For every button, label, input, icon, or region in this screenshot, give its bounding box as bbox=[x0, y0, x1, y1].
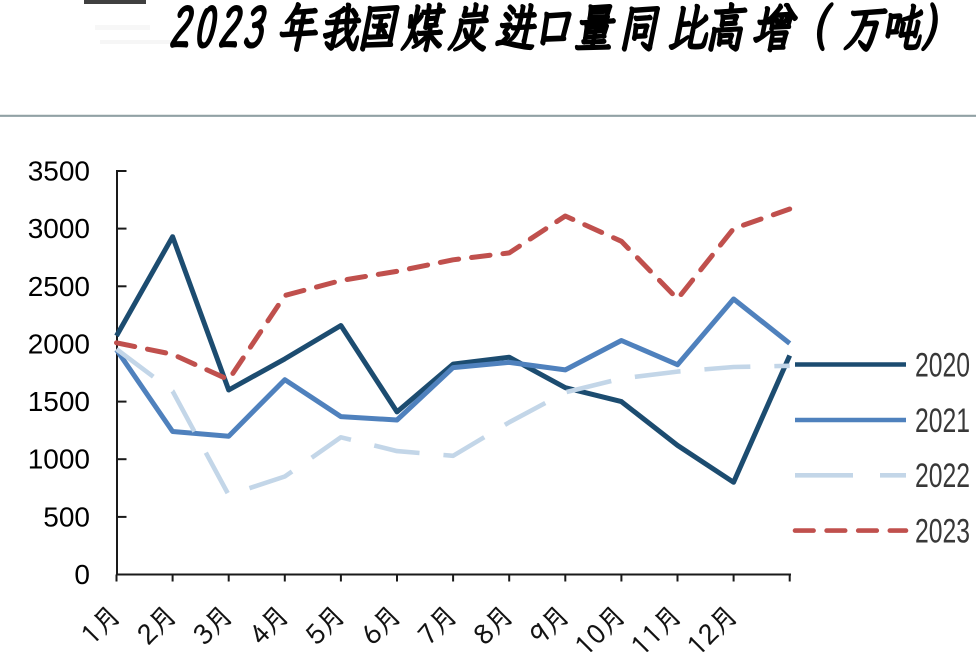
svg-text:3000: 3000 bbox=[28, 213, 90, 244]
svg-text:2500: 2500 bbox=[28, 271, 90, 302]
svg-text:1000: 1000 bbox=[28, 444, 90, 475]
svg-text:1500: 1500 bbox=[28, 386, 90, 417]
svg-text:2023: 2023 bbox=[915, 512, 970, 550]
svg-text:2021: 2021 bbox=[915, 402, 970, 440]
svg-text:2022: 2022 bbox=[915, 457, 970, 495]
svg-text:2020: 2020 bbox=[915, 346, 970, 384]
svg-text:0: 0 bbox=[74, 559, 90, 590]
svg-text:2000: 2000 bbox=[28, 328, 90, 359]
svg-text:500: 500 bbox=[43, 501, 90, 532]
svg-text:3500: 3500 bbox=[28, 156, 90, 187]
